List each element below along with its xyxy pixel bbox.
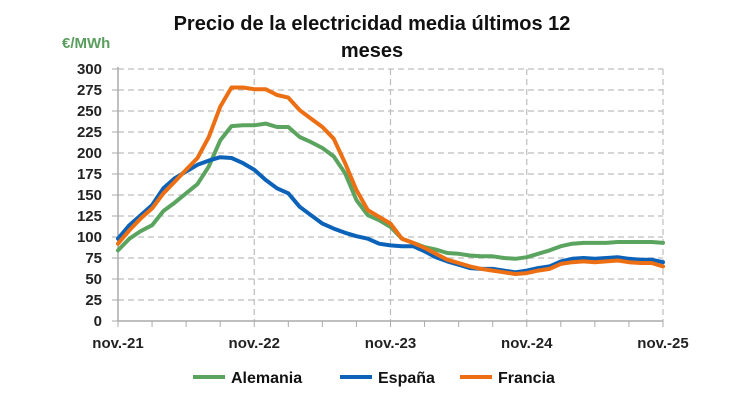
y-tick-label: 75 bbox=[85, 250, 102, 267]
legend: Alemania España Francia bbox=[193, 370, 555, 387]
chart-title-line-2: meses bbox=[341, 40, 403, 62]
y-tick-label: 0 bbox=[94, 313, 102, 330]
legend-label: Francia bbox=[498, 370, 555, 387]
x-tick-label: nov.-23 bbox=[365, 335, 416, 352]
y-tick-label: 175 bbox=[77, 166, 102, 183]
y-tick-label: 125 bbox=[77, 208, 102, 225]
legend-label: Alemania bbox=[231, 370, 302, 387]
series-lines bbox=[116, 85, 665, 276]
y-axis-unit-label: €/MWh bbox=[62, 35, 110, 52]
y-tick-label: 50 bbox=[85, 271, 102, 288]
y-tick-label: 300 bbox=[77, 61, 102, 78]
y-tick-label: 225 bbox=[77, 124, 102, 141]
axes: 0 25 50 75 100 125 150 175 200 225 250 275 300 nov.-2… bbox=[77, 61, 689, 352]
y-tick-label: 250 bbox=[77, 103, 102, 120]
x-tick-label: nov.-21 bbox=[92, 335, 143, 352]
y-tick-label: 200 bbox=[77, 145, 102, 162]
y-tick-label: 275 bbox=[77, 82, 102, 99]
legend-label: España bbox=[378, 370, 435, 387]
grid bbox=[118, 68, 664, 321]
y-tick-label: 150 bbox=[77, 187, 102, 204]
y-tick-label: 25 bbox=[85, 292, 102, 309]
x-tick-label: nov.-25 bbox=[637, 335, 688, 352]
x-tick-label: nov.-24 bbox=[501, 335, 553, 352]
series-line-españa bbox=[116, 155, 665, 275]
chart-title-line-1: Precio de la electricidad media últimos … bbox=[174, 13, 571, 35]
y-tick-label: 100 bbox=[77, 229, 102, 246]
series-line-francia bbox=[116, 85, 665, 276]
x-tick-label: nov.-22 bbox=[229, 335, 280, 352]
